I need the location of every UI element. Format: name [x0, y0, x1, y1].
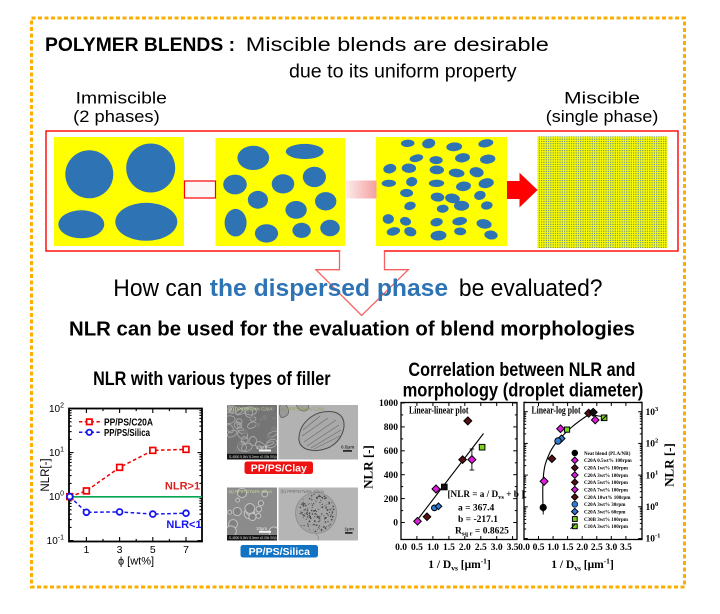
svg-text:C20A 7wt% 100rpm: C20A 7wt% 100rpm: [584, 488, 629, 493]
svg-text:PP/PS/Silica: PP/PS/Silica: [249, 546, 310, 558]
svg-text:(b) PP/PS/7wt% Silica: (b) PP/PS/7wt% Silica: [281, 489, 325, 494]
svg-text:(2 phases): (2 phases): [73, 107, 159, 126]
svg-text:(a) PP/PS/7wt% C20A: (a) PP/PS/7wt% C20A: [229, 407, 273, 412]
svg-text:600: 600: [384, 447, 399, 457]
svg-text:Rsq r = 0.8625: Rsq r = 0.8625: [455, 527, 509, 538]
svg-text:0: 0: [393, 519, 398, 529]
svg-text:the dispersed phase: the dispersed phase: [210, 275, 448, 302]
svg-text:1.5: 1.5: [562, 543, 574, 553]
svg-text:C20A 1wt% 100rpm: C20A 1wt% 100rpm: [584, 467, 629, 472]
svg-text:NLR with various types of fill: NLR with various types of filler: [93, 369, 331, 390]
svg-text:NLR can be used for the evalua: NLR can be used for the evaluation of bl…: [69, 318, 635, 341]
svg-text:10μm: 10μm: [256, 526, 267, 531]
svg-text:7: 7: [183, 544, 189, 556]
svg-text:(single phase): (single phase): [546, 107, 659, 126]
svg-text:PP/PS/Silica: PP/PS/Silica: [104, 428, 150, 439]
svg-text:NLR [-]: NLR [-]: [662, 443, 677, 487]
svg-text:3.5: 3.5: [620, 543, 632, 553]
svg-text:(a) PP/PS/7wt% Silica: (a) PP/PS/7wt% Silica: [229, 489, 273, 494]
svg-text:1000: 1000: [379, 399, 398, 409]
svg-text:C20A 5wt% 100rpm: C20A 5wt% 100rpm: [584, 481, 629, 486]
svg-text:0.5μm: 0.5μm: [341, 445, 354, 450]
svg-text:2.5: 2.5: [475, 543, 487, 553]
svg-text:C10A 3wt% 100rpm: C10A 3wt% 100rpm: [584, 525, 629, 530]
svg-text:Correlation between NLR and: Correlation between NLR and: [408, 360, 635, 381]
svg-text:S-4800 5.0kV 8.3mm x2.00k SE(M: S-4800 5.0kV 8.3mm x2.00k SE(M): [229, 536, 279, 540]
svg-text:Neat blend (PLA/NR): Neat blend (PLA/NR): [584, 452, 631, 457]
svg-text:C20A 3wt% 100rpm: C20A 3wt% 100rpm: [584, 474, 629, 479]
svg-text:1μm: 1μm: [345, 527, 354, 532]
svg-text:[NLR = a / Dvs + b ]: [NLR = a / Dvs + b ]: [448, 489, 525, 501]
svg-text:1 / Dvs [μm-1]: 1 / Dvs [μm-1]: [551, 557, 614, 573]
svg-text:3.5: 3.5: [507, 543, 519, 553]
svg-text:How can: How can: [113, 275, 202, 302]
svg-text:1 / Dvs [μm-1]: 1 / Dvs [μm-1]: [428, 557, 491, 573]
svg-text:C20A 10wt% 100rpm: C20A 10wt% 100rpm: [584, 496, 631, 501]
svg-text:1.5: 1.5: [443, 543, 455, 553]
svg-text:102: 102: [49, 403, 64, 416]
svg-text:Linear-linear plot: Linear-linear plot: [409, 406, 469, 417]
svg-text:3.0: 3.0: [605, 543, 617, 553]
svg-text:400: 400: [384, 471, 399, 481]
svg-text:10-1: 10-1: [47, 535, 64, 548]
svg-text:102: 102: [646, 438, 659, 450]
svg-text:1: 1: [83, 544, 89, 556]
svg-text:PP/PS/Clay: PP/PS/Clay: [251, 462, 307, 474]
svg-text:800: 800: [384, 423, 399, 433]
svg-text:POLYMER BLENDS :: POLYMER BLENDS :: [45, 35, 235, 56]
svg-text:Miscible: Miscible: [564, 89, 640, 108]
svg-text:C20A 3wt% 30rpm: C20A 3wt% 30rpm: [584, 503, 626, 508]
svg-text:S-4800 5.0kV 8.2mm x2.00k SE(M: S-4800 5.0kV 8.2mm x2.00k SE(M): [229, 455, 279, 459]
svg-text:PP/PS/C20A: PP/PS/C20A: [104, 417, 153, 428]
svg-text:b = -217.1: b = -217.1: [458, 515, 498, 525]
svg-text:1.0: 1.0: [547, 543, 559, 553]
svg-text:NLR>1: NLR>1: [165, 481, 200, 493]
svg-text:2.0: 2.0: [459, 543, 471, 553]
svg-text:C20A 0.5wt% 100rpm: C20A 0.5wt% 100rpm: [584, 459, 632, 464]
svg-text:2.5: 2.5: [591, 543, 603, 553]
svg-text:200: 200: [384, 495, 399, 505]
svg-text:3.0: 3.0: [491, 543, 503, 553]
svg-text:0.5: 0.5: [533, 543, 545, 553]
svg-text:(b) PP/PS/7wt% C20A: (b) PP/PS/7wt% C20A: [281, 407, 325, 412]
svg-text:2.0: 2.0: [576, 543, 588, 553]
svg-text:100: 100: [646, 501, 659, 513]
svg-text:0.0: 0.0: [395, 543, 407, 553]
svg-text:3: 3: [117, 544, 123, 556]
svg-text:10μm: 10μm: [256, 445, 267, 450]
svg-text:C20A 3wt% 60rpm: C20A 3wt% 60rpm: [584, 510, 626, 515]
svg-text:NLR<1: NLR<1: [166, 519, 201, 531]
svg-text:morphology (droplet diameter): morphology (droplet diameter): [403, 380, 644, 401]
svg-text:101: 101: [646, 469, 659, 481]
svg-text:Linear-log plot: Linear-log plot: [532, 406, 582, 417]
svg-text:103: 103: [646, 406, 660, 418]
svg-text:be evaluated?: be evaluated?: [459, 275, 603, 302]
svg-text:101: 101: [49, 447, 64, 460]
svg-text:0.0: 0.0: [518, 543, 530, 553]
svg-text:5: 5: [150, 544, 156, 556]
svg-text:due to its uniform property: due to its uniform property: [289, 62, 517, 83]
svg-text:10-1: 10-1: [646, 533, 661, 545]
svg-text:NLR[-]: NLR[-]: [40, 458, 52, 491]
svg-text:NLR [-]: NLR [-]: [361, 445, 376, 489]
svg-text:a = 367.4: a = 367.4: [458, 504, 495, 514]
svg-text:1.0: 1.0: [427, 543, 439, 553]
svg-text:Immiscible: Immiscible: [76, 89, 167, 108]
svg-text:0.5: 0.5: [411, 543, 423, 553]
svg-text:Miscible blends are desirable: Miscible blends are desirable: [246, 35, 549, 56]
svg-text:ϕ [wt%]: ϕ [wt%]: [118, 556, 154, 568]
svg-text:C30B 3wt% 100rpm: C30B 3wt% 100rpm: [584, 518, 629, 523]
